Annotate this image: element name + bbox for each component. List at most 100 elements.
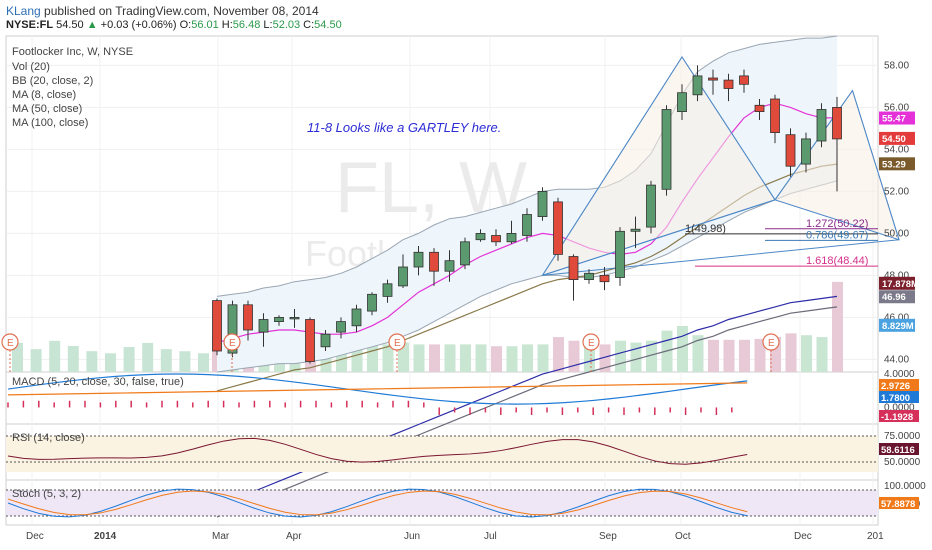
earnings-marker [1, 333, 19, 351]
earnings-marker-label: E [588, 338, 595, 349]
volume-bar [336, 344, 347, 372]
candle-body [305, 319, 315, 362]
candle-body [289, 316, 300, 320]
low-value: 52.03 [272, 19, 301, 31]
time-tick-label: 201 [867, 531, 884, 542]
macd-value-text: 1.7800 [881, 393, 910, 404]
volume-bar [105, 353, 116, 372]
quote-line: NYSE:FL 54.50 ▲ +0.03 (+0.06%) O:56.01 H… [6, 19, 342, 31]
price-label-box [879, 111, 915, 125]
volume-bar [754, 338, 766, 372]
header-bar: KLang published on TradingView.com, Nove… [0, 0, 932, 36]
price-tick-label: 50.00 [884, 228, 909, 239]
candle-body [615, 230, 625, 278]
macd-value-box [879, 391, 919, 403]
volume-bar [413, 344, 425, 372]
candle-body [460, 241, 470, 266]
candle-body [661, 109, 672, 190]
volume-bar [86, 351, 98, 372]
macd-value-box [879, 379, 919, 391]
volume-bar [630, 342, 642, 372]
earnings-marker-label: E [7, 338, 14, 349]
volume-bar [382, 344, 394, 372]
candle-body [692, 75, 703, 96]
time-axis: Dec 2014 Mar Apr Jun Jul Sep Oct Dec 201 [26, 531, 884, 542]
volume-bar [30, 349, 42, 372]
volume-bar [123, 347, 135, 372]
time-tick-label: Sep [599, 531, 617, 542]
stoch-label: Stoch (5, 3, 2) [12, 488, 81, 500]
candle-body [274, 316, 284, 322]
time-tick-label: Dec [26, 531, 44, 542]
candle-body [708, 77, 718, 81]
author-link[interactable]: KLang [6, 4, 41, 18]
low-label: L: [263, 19, 273, 31]
rsi-value-box [879, 443, 919, 455]
open-label: O: [179, 19, 192, 31]
annotation-text[interactable]: 11-8 Looks like a GARTLEY here. [307, 120, 501, 135]
price-label-box [879, 131, 915, 145]
candle-body [429, 251, 439, 272]
volume-bar [599, 344, 611, 372]
price-tick-label: 54.00 [884, 144, 909, 155]
price-label-text: 54.50 [882, 134, 906, 145]
candle-body [537, 190, 548, 217]
candle-body [677, 92, 687, 112]
candle-body [522, 214, 532, 236]
stoch-value-box [879, 497, 919, 509]
candle-body [754, 104, 765, 113]
price-label-box [879, 318, 915, 332]
candle-body [584, 272, 594, 280]
volume-bar [785, 333, 797, 372]
macd-value-box [879, 410, 919, 422]
rsi-tick-label: 50.0000 [884, 457, 921, 468]
volume-bar [832, 281, 843, 372]
volume-bar [553, 337, 564, 372]
candle-body [646, 184, 656, 228]
publish-text: published on TradingView.com, November 0… [44, 4, 319, 18]
volume-bar [537, 344, 549, 372]
macd-value-text: 2.9726 [881, 381, 910, 392]
rsi-line [7, 437, 748, 465]
candle-body [553, 201, 563, 255]
candle-body [770, 98, 780, 133]
rsi-band [6, 436, 878, 472]
volume-bar [723, 339, 735, 372]
macd-label: MACD (5, 20, close, 30, false, true) [12, 376, 184, 388]
bb-upper-line [216, 35, 838, 297]
price-tick-label: 58.00 [884, 60, 909, 71]
volume-bar [522, 344, 533, 372]
candle-body [320, 333, 331, 348]
macd-line [7, 373, 748, 405]
candle-body [568, 256, 579, 281]
fib-level-label: 1(49.98) [685, 223, 726, 235]
earnings-marker [388, 333, 406, 351]
volume-bar [568, 340, 580, 372]
price-label-text: 55.47 [882, 114, 906, 125]
legend-title: Footlocker Inc, W, NYSE [12, 46, 133, 58]
earnings-marker [762, 333, 780, 351]
volume-bar [198, 353, 209, 372]
price-label-box [879, 157, 915, 171]
ma-vol-line [216, 306, 838, 518]
volume-bar [816, 337, 828, 372]
stoch-k-line [7, 488, 748, 518]
price-tick-label: 44.00 [884, 354, 909, 365]
volume-bar [677, 326, 688, 372]
candle-body [382, 283, 393, 297]
stoch-band [6, 490, 878, 516]
candle-body [243, 304, 253, 331]
price-label-box [879, 290, 915, 304]
candle-body [739, 75, 749, 85]
fib-levels[interactable]: 1(49.98) 1.272(50.22)0.786(49.67) 1.618(48… [685, 218, 878, 267]
volume-bar [460, 344, 471, 372]
stoch-tick-label: 100.0000 [884, 481, 926, 492]
volume-bar [475, 344, 487, 372]
candle-body [227, 304, 238, 354]
candle-body [816, 109, 827, 142]
open-value: 56.01 [191, 19, 219, 31]
